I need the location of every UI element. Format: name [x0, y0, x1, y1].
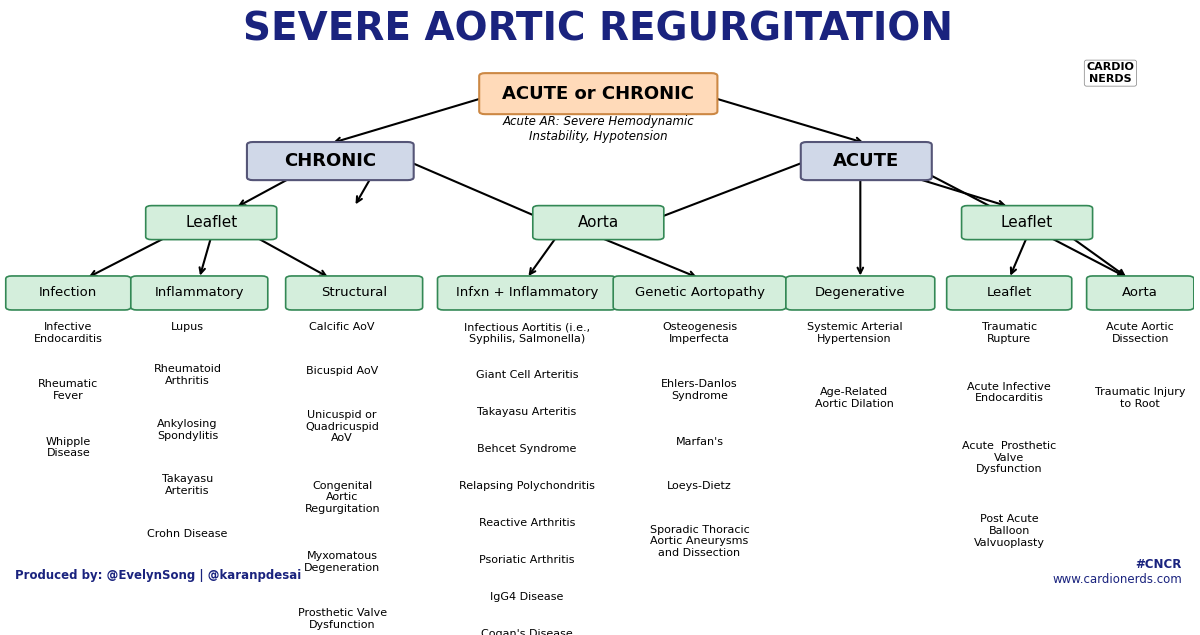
Text: Infectious Aortitis (i.e.,
Syphilis, Salmonella): Infectious Aortitis (i.e., Syphilis, Sal… — [463, 323, 590, 344]
Text: Aorta: Aorta — [577, 215, 619, 230]
FancyBboxPatch shape — [247, 142, 414, 180]
Text: Cogan's Disease: Cogan's Disease — [481, 629, 572, 635]
Text: Inflammatory: Inflammatory — [155, 286, 244, 300]
Text: Calcific AoV: Calcific AoV — [310, 323, 374, 332]
Text: Ankylosing
Spondylitis: Ankylosing Spondylitis — [157, 419, 218, 441]
Text: Acute  Prosthetic
Valve
Dysfunction: Acute Prosthetic Valve Dysfunction — [962, 441, 1056, 474]
Text: CARDIO
NERDS: CARDIO NERDS — [1086, 62, 1134, 84]
Text: Behcet Syndrome: Behcet Syndrome — [478, 444, 576, 454]
Text: Giant Cell Arteritis: Giant Cell Arteritis — [475, 370, 578, 380]
Text: Genetic Aortopathy: Genetic Aortopathy — [635, 286, 764, 300]
Text: Lupus: Lupus — [170, 323, 204, 332]
Text: Acute AR: Severe Hemodynamic
Instability, Hypotension: Acute AR: Severe Hemodynamic Instability… — [503, 115, 694, 143]
Text: Traumatic
Rupture: Traumatic Rupture — [982, 323, 1037, 344]
Text: Leaflet: Leaflet — [185, 215, 238, 230]
Text: Ehlers-Danlos
Syndrome: Ehlers-Danlos Syndrome — [661, 380, 738, 401]
Text: Marfan's: Marfan's — [676, 437, 724, 446]
Text: Reactive Arthritis: Reactive Arthritis — [479, 518, 575, 528]
FancyBboxPatch shape — [961, 206, 1092, 239]
Text: Whipple
Disease: Whipple Disease — [46, 437, 91, 458]
FancyBboxPatch shape — [145, 206, 277, 239]
Text: ACUTE or CHRONIC: ACUTE or CHRONIC — [503, 84, 695, 103]
Text: Bicuspid AoV: Bicuspid AoV — [306, 366, 378, 377]
Text: #CNCR: #CNCR — [1135, 558, 1182, 572]
Text: Degenerative: Degenerative — [815, 286, 906, 300]
Text: CHRONIC: CHRONIC — [284, 152, 377, 170]
Text: Osteogenesis
Imperfecta: Osteogenesis Imperfecta — [662, 323, 737, 344]
Text: Leaflet: Leaflet — [986, 286, 1032, 300]
Text: Produced by: @EvelynSong | @karanpdesai: Produced by: @EvelynSong | @karanpdesai — [14, 569, 301, 582]
Text: Rheumatoid
Arthritis: Rheumatoid Arthritis — [154, 364, 221, 386]
Text: www.cardionerds.com: www.cardionerds.com — [1052, 573, 1182, 586]
FancyBboxPatch shape — [479, 73, 718, 114]
Text: Infection: Infection — [40, 286, 97, 300]
FancyBboxPatch shape — [613, 276, 786, 310]
Text: Post Acute
Balloon
Valvuoplasty: Post Acute Balloon Valvuoplasty — [973, 514, 1045, 547]
Text: Unicuspid or
Quadricuspid
AoV: Unicuspid or Quadricuspid AoV — [305, 410, 379, 443]
FancyBboxPatch shape — [533, 206, 664, 239]
Text: Infxn + Inflammatory: Infxn + Inflammatory — [456, 286, 598, 300]
Text: Psoriatic Arthritis: Psoriatic Arthritis — [479, 555, 575, 565]
FancyBboxPatch shape — [800, 142, 931, 180]
Text: Takayasu Arteritis: Takayasu Arteritis — [478, 407, 576, 417]
Text: Takayasu
Arteritis: Takayasu Arteritis — [162, 474, 214, 496]
Text: Structural: Structural — [322, 286, 388, 300]
FancyBboxPatch shape — [286, 276, 422, 310]
FancyBboxPatch shape — [947, 276, 1072, 310]
Text: Relapsing Polychondritis: Relapsing Polychondritis — [458, 481, 595, 491]
Text: Crohn Disease: Crohn Disease — [148, 529, 228, 539]
Text: Sporadic Thoracic
Aortic Aneurysms
and Dissection: Sporadic Thoracic Aortic Aneurysms and D… — [649, 525, 750, 558]
Text: Acute Infective
Endocarditis: Acute Infective Endocarditis — [967, 382, 1051, 403]
Text: Leaflet: Leaflet — [1001, 215, 1054, 230]
FancyBboxPatch shape — [6, 276, 131, 310]
Text: Systemic Arterial
Hypertension: Systemic Arterial Hypertension — [806, 323, 902, 344]
Text: Myxomatous
Degeneration: Myxomatous Degeneration — [304, 551, 380, 573]
Text: Loeys-Dietz: Loeys-Dietz — [667, 481, 732, 491]
Text: Traumatic Injury
to Root: Traumatic Injury to Root — [1094, 387, 1186, 409]
Text: Age-Related
Aortic Dilation: Age-Related Aortic Dilation — [815, 387, 894, 409]
FancyBboxPatch shape — [786, 276, 935, 310]
Text: SEVERE AORTIC REGURGITATION: SEVERE AORTIC REGURGITATION — [244, 10, 953, 48]
Text: Aorta: Aorta — [1122, 286, 1158, 300]
Text: IgG4 Disease: IgG4 Disease — [490, 592, 564, 602]
Text: Congenital
Aortic
Regurgitation: Congenital Aortic Regurgitation — [305, 481, 380, 514]
Text: ACUTE: ACUTE — [833, 152, 900, 170]
FancyBboxPatch shape — [131, 276, 268, 310]
Text: Prosthetic Valve
Dysfunction: Prosthetic Valve Dysfunction — [298, 608, 386, 630]
Text: Rheumatic
Fever: Rheumatic Fever — [38, 380, 98, 401]
FancyBboxPatch shape — [438, 276, 616, 310]
FancyBboxPatch shape — [1087, 276, 1194, 310]
Text: Infective
Endocarditis: Infective Endocarditis — [34, 323, 103, 344]
Text: Acute Aortic
Dissection: Acute Aortic Dissection — [1106, 323, 1174, 344]
